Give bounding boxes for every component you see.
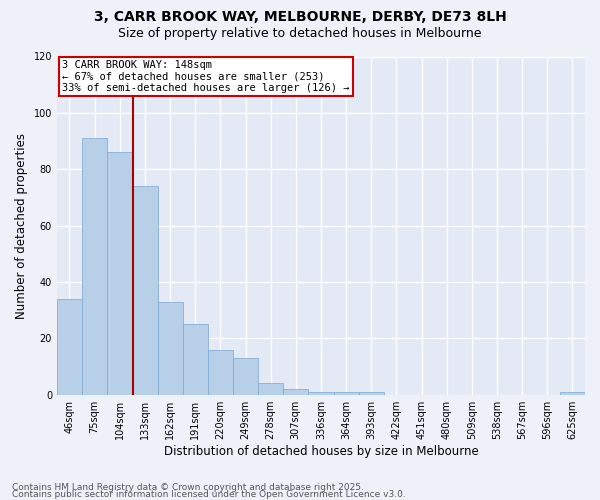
Bar bbox=[82, 138, 107, 394]
Bar bbox=[182, 324, 208, 394]
Bar bbox=[107, 152, 133, 394]
Bar bbox=[233, 358, 258, 395]
Bar bbox=[57, 299, 82, 394]
Bar bbox=[283, 389, 308, 394]
Text: Contains HM Land Registry data © Crown copyright and database right 2025.: Contains HM Land Registry data © Crown c… bbox=[12, 484, 364, 492]
Text: 3, CARR BROOK WAY, MELBOURNE, DERBY, DE73 8LH: 3, CARR BROOK WAY, MELBOURNE, DERBY, DE7… bbox=[94, 10, 506, 24]
Bar bbox=[158, 302, 182, 394]
Text: Contains public sector information licensed under the Open Government Licence v3: Contains public sector information licen… bbox=[12, 490, 406, 499]
Bar bbox=[258, 384, 283, 394]
Bar bbox=[308, 392, 334, 394]
Text: Size of property relative to detached houses in Melbourne: Size of property relative to detached ho… bbox=[118, 28, 482, 40]
X-axis label: Distribution of detached houses by size in Melbourne: Distribution of detached houses by size … bbox=[164, 444, 478, 458]
Bar bbox=[208, 350, 233, 395]
Bar bbox=[133, 186, 158, 394]
Bar bbox=[560, 392, 585, 394]
Text: 3 CARR BROOK WAY: 148sqm
← 67% of detached houses are smaller (253)
33% of semi-: 3 CARR BROOK WAY: 148sqm ← 67% of detach… bbox=[62, 60, 350, 93]
Y-axis label: Number of detached properties: Number of detached properties bbox=[15, 132, 28, 318]
Bar bbox=[334, 392, 359, 394]
Bar bbox=[359, 392, 384, 394]
